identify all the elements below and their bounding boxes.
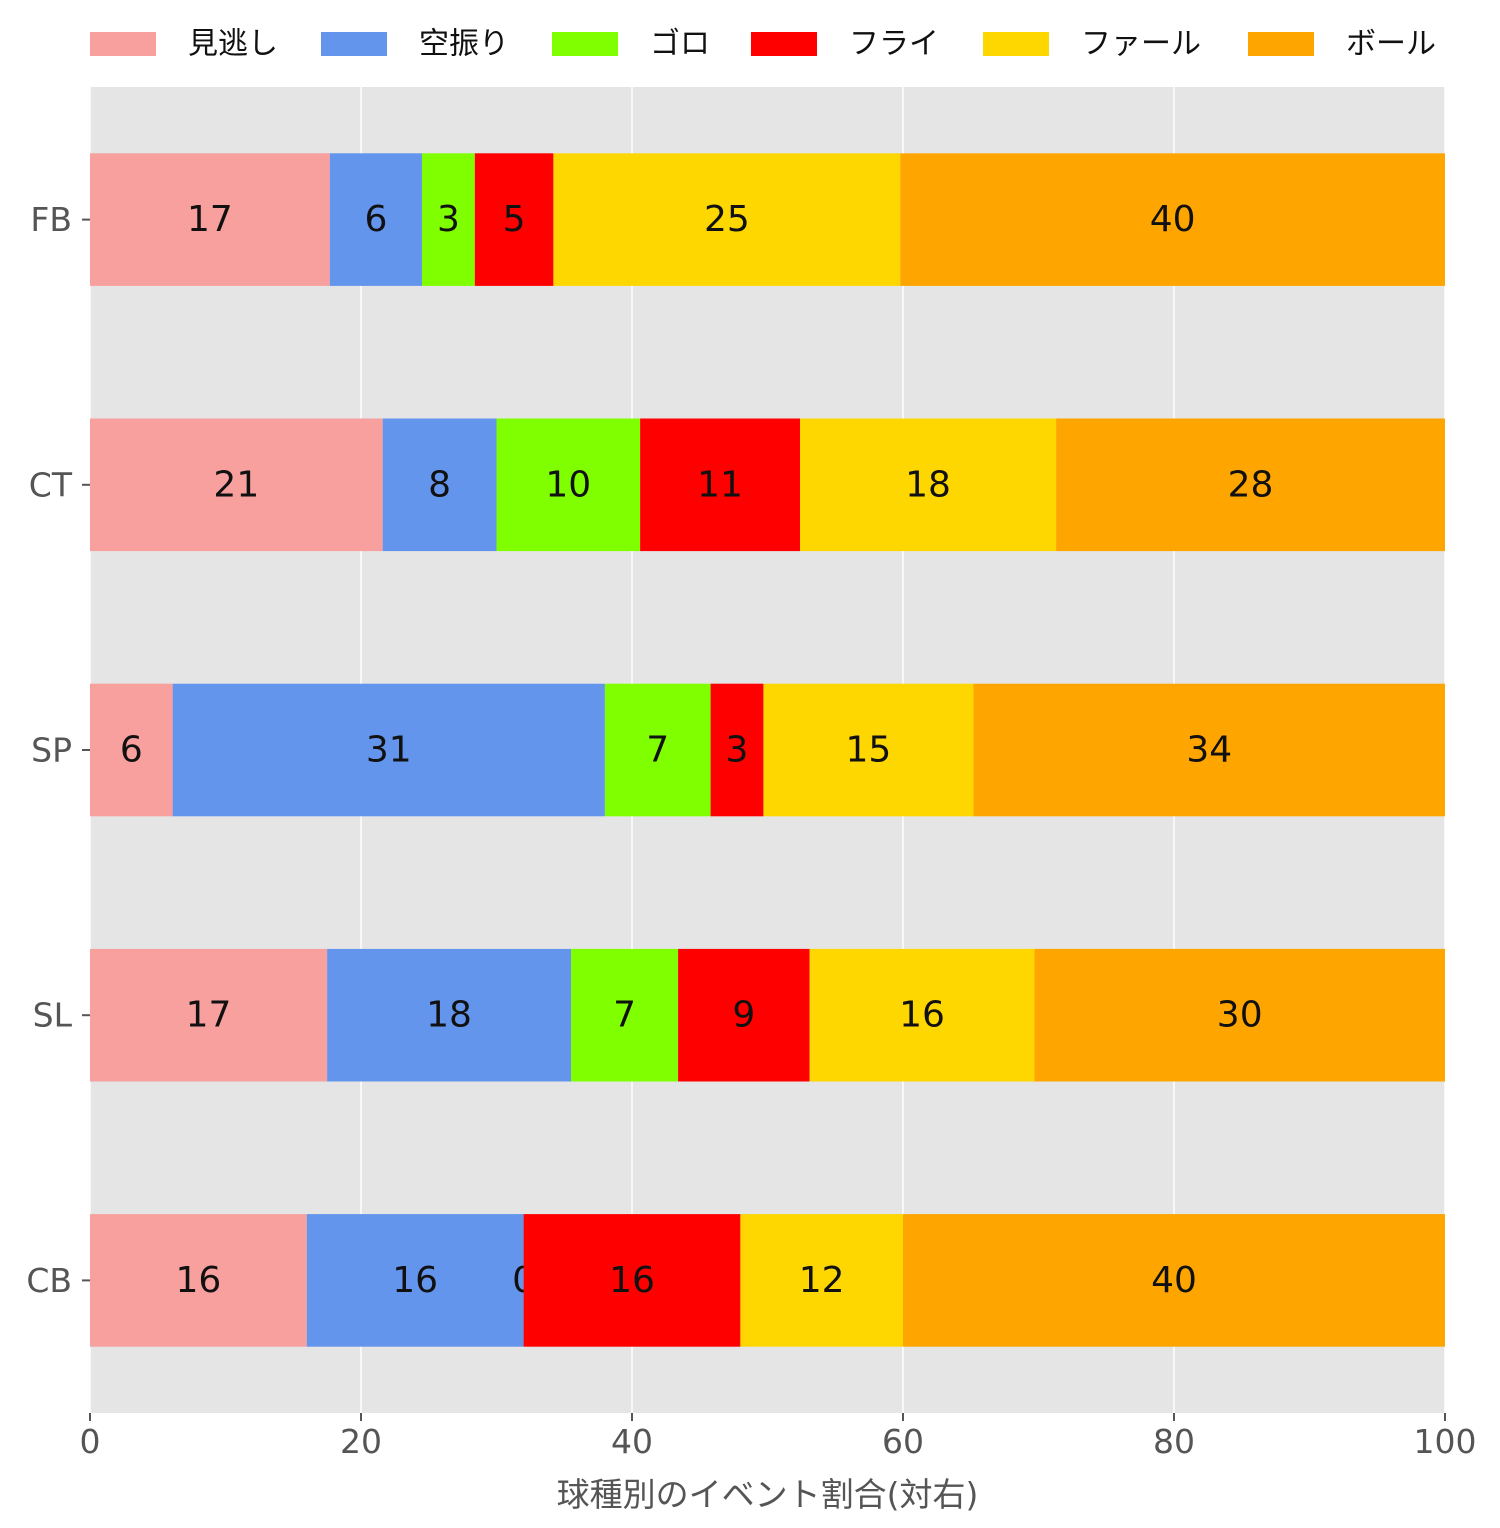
bar-segment-SP-3	[710, 683, 764, 817]
bar-segment-SL-2	[571, 948, 679, 1082]
bar-segment-SL-4	[809, 948, 1035, 1082]
bar-value-label: 40	[1150, 199, 1196, 240]
bar-value-label: 6	[364, 199, 387, 240]
bar-segment-CB-4	[740, 1214, 903, 1347]
y-tick-label: SL	[33, 996, 73, 1035]
bar-segment-SP-4	[763, 683, 974, 817]
bar-segment-CT-2	[496, 418, 641, 552]
y-tick-label: FB	[30, 200, 72, 239]
bar-value-label: 9	[732, 995, 755, 1036]
bar-value-label: 3	[726, 730, 749, 771]
bar-value-label: 7	[646, 730, 669, 771]
bar-value-label: 21	[213, 464, 259, 505]
bar-value-label: 16	[175, 1260, 221, 1301]
bar-segment-CT-0	[90, 418, 383, 552]
legend-swatch	[321, 32, 387, 56]
legend-swatch	[90, 32, 156, 56]
y-tick-label: CB	[26, 1261, 72, 1300]
bar-segment-SP-1	[172, 683, 605, 817]
bar-value-label: 15	[846, 730, 892, 771]
bar-segment-FB-5	[900, 153, 1445, 286]
bar-segment-CT-1	[382, 418, 497, 552]
bar-segment-CB-0	[90, 1214, 307, 1347]
bar-segment-CB-3	[523, 1214, 741, 1347]
chart-legend: 見逃し 空振り ゴロ フライ ファール ボール	[90, 27, 1436, 62]
bar-value-label: 16	[609, 1260, 655, 1301]
bar-value-label: 34	[1186, 730, 1232, 771]
bar-value-label: 11	[697, 464, 743, 505]
bar-segment-SP-0	[90, 683, 173, 817]
bar-value-label: 17	[187, 199, 233, 240]
bar-segment-FB-2	[421, 153, 475, 286]
bar-value-label: 25	[704, 199, 750, 240]
x-tick-label: 20	[340, 1422, 382, 1461]
legend-label: フライ	[849, 27, 939, 62]
bar-segment-SP-5	[973, 683, 1445, 817]
bar-segment-SL-3	[678, 948, 810, 1082]
bar-value-label: 8	[428, 464, 451, 505]
bar-segment-FB-0	[90, 153, 330, 286]
bar-value-label: 28	[1228, 464, 1274, 505]
y-tick-label: SP	[31, 731, 72, 770]
x-tick-label: 60	[882, 1422, 924, 1461]
legend-swatch	[1248, 32, 1314, 56]
bar-segment-CT-5	[1056, 418, 1445, 552]
bar-value-label: 16	[392, 1260, 438, 1301]
bar-segment-SL-0	[90, 948, 328, 1082]
y-tick-label: CT	[29, 465, 73, 504]
bar-segment-CB-1	[306, 1214, 524, 1347]
x-tick-label: 40	[611, 1422, 653, 1461]
legend-label: ゴロ	[650, 27, 710, 62]
legend-label: 見逃し	[188, 27, 278, 62]
bar-value-label: 6	[120, 730, 143, 771]
bar-value-label: 5	[503, 199, 526, 240]
bar-value-label: 31	[366, 730, 412, 771]
x-tick-label: 100	[1414, 1422, 1477, 1461]
bar-value-label: 10	[545, 464, 591, 505]
bar-segment-FB-1	[329, 153, 422, 286]
legend-label: ボール	[1346, 27, 1436, 62]
bar-segment-CB-5	[903, 1214, 1445, 1347]
bar-value-label: 30	[1217, 995, 1263, 1036]
x-tick-label: 80	[1153, 1422, 1195, 1461]
bar-value-label: 18	[905, 464, 951, 505]
legend-swatch	[751, 32, 817, 56]
bar-value-label: 7	[613, 995, 636, 1036]
legend-label: 空振り	[419, 27, 509, 62]
bar-segment-SL-5	[1034, 948, 1445, 1082]
bars: 17 6 3 5 25 40 21 8 10 11 18 28 6 31 7 3 15 34 17 18 7 9 16 30 1…	[90, 153, 1445, 1347]
legend-swatch	[552, 32, 618, 56]
x-axis-title: 球種別のイベント割合(対右)	[557, 1475, 979, 1514]
bar-segment-CT-4	[800, 418, 1057, 552]
bar-value-label: 16	[899, 995, 945, 1036]
bar-value-label: 12	[799, 1260, 845, 1301]
bar-value-label: 17	[186, 995, 232, 1036]
bar-segment-SL-1	[327, 948, 572, 1082]
bar-value-label: 3	[437, 199, 460, 240]
bar-value-label: 18	[426, 995, 472, 1036]
bar-segment-FB-4	[553, 153, 901, 286]
bar-value-label: 40	[1151, 1260, 1197, 1301]
legend-label: ファール	[1081, 27, 1201, 62]
x-axis: 0 20 40 60 80 100	[80, 1413, 1477, 1461]
bar-segment-SP-2	[604, 683, 711, 817]
y-axis: FB CT SP SL CB	[26, 200, 90, 1300]
legend-swatch	[983, 32, 1049, 56]
bar-segment-CT-3	[640, 418, 801, 552]
x-tick-label: 0	[80, 1422, 101, 1461]
bar-segment-FB-3	[474, 153, 554, 286]
